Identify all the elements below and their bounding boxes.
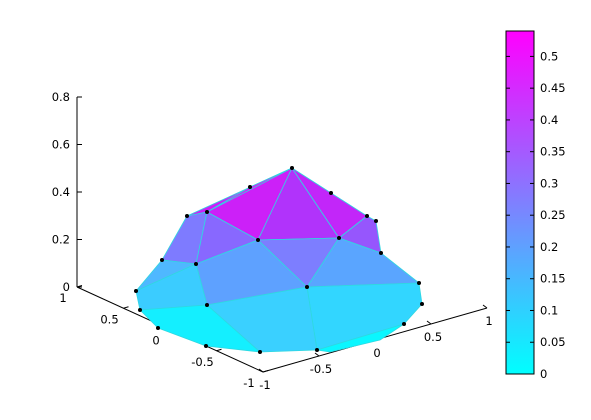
surface	[136, 168, 422, 352]
vertex-marker	[329, 191, 333, 195]
vertex-marker	[156, 326, 160, 330]
z-tick-label: 0.8	[52, 90, 70, 104]
vertex-marker	[204, 344, 208, 348]
colorbar-tick-label: 0.15	[540, 272, 566, 286]
colorbar-tick-label: 0.5	[540, 49, 558, 63]
vertex-marker	[402, 322, 406, 326]
vertex-marker	[417, 281, 421, 285]
x-tick-mark	[427, 321, 431, 324]
y-tick-mark	[124, 307, 129, 309]
colorbar-tick-label: 0.2	[540, 240, 558, 254]
colorbar-tick-label: 0.4	[540, 113, 558, 127]
x-tick-label: -1	[259, 378, 270, 392]
vertex-marker	[205, 303, 209, 307]
colorbar: 0 0.05 0.1 0.15 0.2 0.25 0.3 0.35 0.4 0.45 0.5	[506, 31, 566, 381]
colorbar-tick-label: 0.45	[540, 81, 566, 95]
z-tick-label: 0.6	[52, 138, 70, 152]
vertex-marker	[185, 214, 189, 218]
vertex-marker	[305, 285, 309, 289]
vertex-marker	[194, 262, 198, 266]
x-tick-label: -0.5	[310, 362, 332, 376]
vertex-marker	[365, 214, 369, 218]
y-tick-mark	[217, 349, 222, 351]
colorbar-tick-label: 0.3	[540, 176, 558, 190]
z-tick-label: 0.2	[52, 233, 70, 247]
vertex-marker	[379, 251, 383, 255]
y-tick-label: 0	[152, 334, 159, 348]
y-tick-label: 0.5	[100, 312, 118, 326]
y-tick-label: 1	[59, 291, 66, 305]
colorbar-tick-label: 0.1	[540, 303, 558, 317]
colorbar-tick-label: 0.05	[540, 335, 566, 349]
vertex-marker	[248, 185, 252, 189]
vertex-marker	[138, 308, 142, 312]
vertex-marker	[134, 289, 138, 293]
vertex-marker	[290, 166, 294, 170]
x-tick-label: 0.5	[424, 330, 442, 344]
vertex-marker	[337, 236, 341, 240]
vertex-marker	[258, 350, 262, 354]
colorbar-tick-label: 0.35	[540, 145, 566, 159]
vertex-marker	[205, 210, 209, 214]
vertex-marker	[374, 219, 378, 223]
y-tick-label: -0.5	[191, 355, 213, 369]
x-tick-mark	[315, 353, 319, 356]
colorbar-tick-label: 0.25	[540, 208, 566, 222]
z-tick-label: 0.4	[52, 185, 70, 199]
vertex-marker	[256, 238, 260, 242]
y-tick-label: -1	[243, 376, 254, 390]
vertex-marker	[315, 348, 319, 352]
colorbar-tick-label: 0	[540, 367, 547, 381]
colorbar-gradient	[506, 31, 534, 374]
vertex-marker	[420, 302, 424, 306]
vertex-marker	[160, 258, 164, 262]
x-tick-label: 1	[485, 314, 492, 328]
x-tick-mark	[483, 305, 487, 308]
x-tick-label: 0	[373, 346, 380, 360]
